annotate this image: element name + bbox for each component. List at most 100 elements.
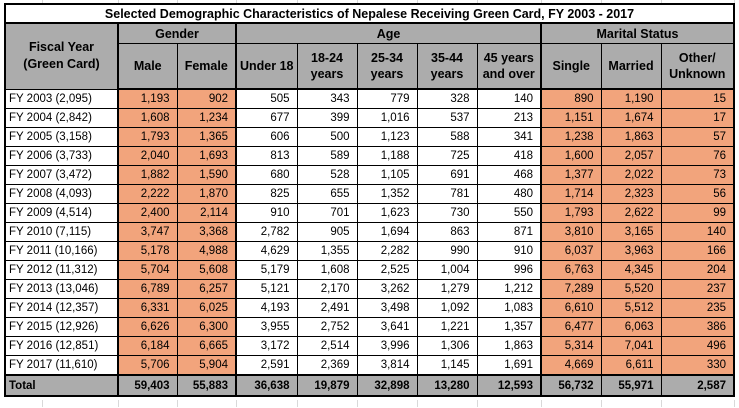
data-cell[interactable]: 6,300: [176, 317, 237, 337]
data-cell[interactable]: 813: [235, 146, 298, 166]
fiscal-year-cell[interactable]: FY 2011 (10,166): [4, 241, 119, 261]
data-cell[interactable]: 6,037: [540, 241, 602, 261]
data-cell[interactable]: 2,782: [235, 222, 298, 242]
data-cell[interactable]: 1,190: [600, 88, 662, 109]
data-cell[interactable]: 496: [660, 336, 735, 356]
data-cell[interactable]: 905: [296, 222, 358, 242]
data-cell[interactable]: 480: [476, 184, 542, 204]
data-cell[interactable]: 55,883: [176, 374, 237, 397]
data-cell[interactable]: 1,590: [176, 165, 237, 185]
data-cell[interactable]: 166: [660, 241, 735, 261]
data-cell[interactable]: 2,400: [117, 203, 178, 223]
fiscal-year-cell[interactable]: FY 2009 (4,514): [4, 203, 119, 223]
fiscal-year-cell[interactable]: FY 2012 (11,312): [4, 260, 119, 280]
data-cell[interactable]: 1,188: [356, 146, 418, 166]
data-cell[interactable]: 6,063: [600, 317, 662, 337]
data-cell[interactable]: 5,314: [540, 336, 602, 356]
data-cell[interactable]: 1,151: [540, 108, 602, 128]
data-cell[interactable]: 204: [660, 260, 735, 280]
data-cell[interactable]: 725: [416, 146, 478, 166]
data-cell[interactable]: 655: [296, 184, 358, 204]
data-cell[interactable]: 1,105: [356, 165, 418, 185]
data-cell[interactable]: 13,280: [416, 374, 478, 397]
data-cell[interactable]: 910: [476, 241, 542, 261]
data-cell[interactable]: 1,123: [356, 127, 418, 147]
data-cell[interactable]: 73: [660, 165, 735, 185]
data-cell[interactable]: 4,988: [176, 241, 237, 261]
data-cell[interactable]: 6,789: [117, 279, 178, 299]
data-cell[interactable]: 1,352: [356, 184, 418, 204]
data-cell[interactable]: 2,040: [117, 146, 178, 166]
data-cell[interactable]: 550: [476, 203, 542, 223]
data-cell[interactable]: 606: [235, 127, 298, 147]
data-cell[interactable]: 1,145: [416, 355, 478, 376]
data-cell[interactable]: 781: [416, 184, 478, 204]
data-cell[interactable]: 1,600: [540, 146, 602, 166]
data-cell[interactable]: 1,623: [356, 203, 418, 223]
table-title[interactable]: Selected Demographic Characteristics of …: [4, 3, 735, 24]
data-cell[interactable]: 235: [660, 298, 735, 318]
data-cell[interactable]: 99: [660, 203, 735, 223]
data-cell[interactable]: 2,491: [296, 298, 358, 318]
data-cell[interactable]: 56,732: [540, 374, 602, 397]
data-cell[interactable]: 2,114: [176, 203, 237, 223]
data-cell[interactable]: 863: [416, 222, 478, 242]
data-cell[interactable]: 1,365: [176, 127, 237, 147]
data-cell[interactable]: 6,611: [600, 355, 662, 376]
data-cell[interactable]: 1,608: [117, 108, 178, 128]
col-header-single[interactable]: Single: [540, 43, 602, 90]
data-cell[interactable]: 2,525: [356, 260, 418, 280]
data-cell[interactable]: 6,184: [117, 336, 178, 356]
data-cell[interactable]: 57: [660, 127, 735, 147]
fiscal-year-cell[interactable]: FY 2006 (3,733): [4, 146, 119, 166]
data-cell[interactable]: 1,092: [416, 298, 478, 318]
data-cell[interactable]: 1,870: [176, 184, 237, 204]
data-cell[interactable]: 1,863: [600, 127, 662, 147]
data-cell[interactable]: 1,357: [476, 317, 542, 337]
data-cell[interactable]: 1,863: [476, 336, 542, 356]
data-cell[interactable]: 2,514: [296, 336, 358, 356]
data-cell[interactable]: 825: [235, 184, 298, 204]
data-cell[interactable]: 1,793: [117, 127, 178, 147]
fiscal-year-cell[interactable]: FY 2005 (3,158): [4, 127, 119, 147]
data-cell[interactable]: 537: [416, 108, 478, 128]
fiscal-year-header[interactable]: Fiscal Year (Green Card): [4, 22, 119, 90]
total-label-cell[interactable]: Total: [4, 374, 119, 397]
data-cell[interactable]: 3,963: [600, 241, 662, 261]
data-cell[interactable]: 341: [476, 127, 542, 147]
data-cell[interactable]: 2,222: [117, 184, 178, 204]
data-cell[interactable]: 1,234: [176, 108, 237, 128]
fiscal-year-cell[interactable]: FY 2010 (7,115): [4, 222, 119, 242]
data-cell[interactable]: 677: [235, 108, 298, 128]
data-cell[interactable]: 3,810: [540, 222, 602, 242]
col-header-18-24[interactable]: 18-24 years: [296, 43, 358, 90]
data-cell[interactable]: 6,626: [117, 317, 178, 337]
data-cell[interactable]: 6,665: [176, 336, 237, 356]
data-cell[interactable]: 2,282: [356, 241, 418, 261]
data-cell[interactable]: 2,587: [660, 374, 735, 397]
data-cell[interactable]: 1,693: [176, 146, 237, 166]
fiscal-year-cell[interactable]: FY 2015 (12,926): [4, 317, 119, 337]
col-header-under-18[interactable]: Under 18: [235, 43, 298, 90]
data-cell[interactable]: 6,025: [176, 298, 237, 318]
data-cell[interactable]: 59,403: [117, 374, 178, 397]
data-cell[interactable]: 1,355: [296, 241, 358, 261]
group-header-marital-status[interactable]: Marital Status: [540, 22, 735, 44]
data-cell[interactable]: 2,323: [600, 184, 662, 204]
data-cell[interactable]: 15: [660, 88, 735, 109]
data-cell[interactable]: 468: [476, 165, 542, 185]
data-cell[interactable]: 2,170: [296, 279, 358, 299]
data-cell[interactable]: 1,238: [540, 127, 602, 147]
data-cell[interactable]: 17: [660, 108, 735, 128]
data-cell[interactable]: 2,057: [600, 146, 662, 166]
data-cell[interactable]: 996: [476, 260, 542, 280]
data-cell[interactable]: 32,898: [356, 374, 418, 397]
data-cell[interactable]: 1,193: [117, 88, 178, 109]
data-cell[interactable]: 1,212: [476, 279, 542, 299]
fiscal-year-cell[interactable]: FY 2008 (4,093): [4, 184, 119, 204]
group-header-gender[interactable]: Gender: [117, 22, 237, 44]
data-cell[interactable]: 237: [660, 279, 735, 299]
data-cell[interactable]: 1,004: [416, 260, 478, 280]
data-cell[interactable]: 3,747: [117, 222, 178, 242]
col-header-male[interactable]: Male: [117, 43, 178, 90]
